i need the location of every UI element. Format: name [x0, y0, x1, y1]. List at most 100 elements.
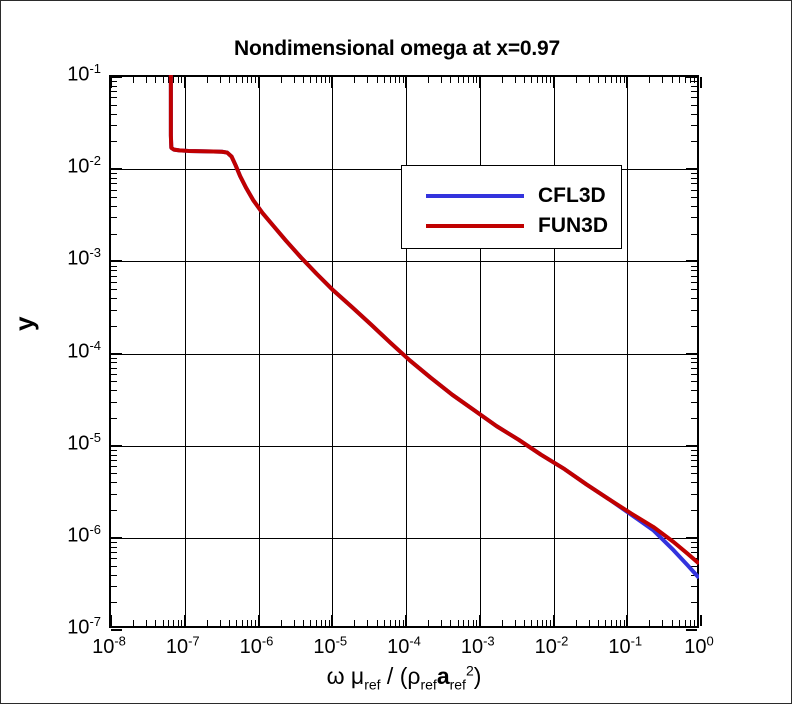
y-axis-minor-tick: [691, 493, 697, 495]
x-axis-minor-tick: [537, 77, 539, 83]
y-axis-minor-tick: [691, 217, 697, 219]
y-axis-major-tick: [111, 536, 122, 539]
gridline-vertical: [258, 77, 260, 626]
x-axis-minor-tick: [620, 620, 622, 626]
series-line-cfl3d: [168, 75, 699, 580]
x-axis-minor-tick: [398, 620, 400, 626]
x-axis-minor-tick: [597, 620, 599, 626]
x-axis-minor-tick: [389, 620, 391, 626]
x-axis-minor-tick: [649, 77, 651, 83]
x-axis-minor-tick: [531, 620, 533, 626]
x-title-rho: ρ: [407, 663, 421, 689]
y-axis-minor-tick: [111, 449, 117, 451]
y-axis-minor-tick: [111, 217, 117, 219]
x-axis-minor-tick: [394, 77, 396, 83]
x-axis-minor-tick: [524, 77, 526, 83]
y-axis-major-tick: [686, 629, 697, 631]
x-axis-minor-tick: [367, 620, 369, 626]
x-axis-minor-tick: [472, 77, 474, 83]
x-axis-minor-tick: [367, 77, 369, 83]
x-axis-minor-tick: [605, 620, 607, 626]
x-axis-minor-tick: [229, 77, 231, 83]
gridline-vertical: [479, 77, 481, 626]
x-axis-minor-tick: [550, 77, 552, 83]
y-axis-minor-tick: [111, 275, 117, 277]
y-axis-tick-label: 10-4: [67, 337, 101, 362]
y-axis-minor-tick: [691, 466, 697, 468]
x-axis-minor-tick: [476, 620, 478, 626]
x-axis-minor-tick: [133, 77, 135, 83]
x-axis-minor-tick: [251, 620, 253, 626]
y-axis-minor-tick: [691, 449, 697, 451]
x-axis-tick-label: 10-2: [534, 633, 569, 658]
y-axis-minor-tick: [111, 178, 117, 180]
x-axis-minor-tick: [251, 77, 253, 83]
x-axis-minor-tick: [588, 620, 590, 626]
y-axis-minor-tick: [691, 325, 697, 327]
x-axis-minor-tick: [181, 77, 183, 83]
y-axis-minor-tick: [691, 196, 697, 198]
x-axis-title: ω μref / (ρrefaref2): [109, 663, 699, 692]
x-axis-minor-tick: [247, 77, 249, 83]
x-axis-minor-tick: [376, 620, 378, 626]
x-axis-tick-label: 10-1: [608, 633, 643, 658]
x-axis-minor-tick: [328, 620, 330, 626]
x-axis-minor-tick: [537, 620, 539, 626]
y-axis-minor-tick: [691, 189, 697, 191]
y-axis-minor-tick: [111, 325, 117, 327]
x-axis-minor-tick: [671, 620, 673, 626]
y-axis-minor-tick: [691, 113, 697, 115]
y-axis-minor-tick: [111, 574, 117, 576]
x-axis-major-tick: [552, 615, 555, 626]
y-axis-minor-tick: [111, 233, 117, 235]
y-axis-major-tick: [686, 76, 697, 78]
x-axis-minor-tick: [325, 620, 327, 626]
y-axis-minor-tick: [691, 125, 697, 127]
x-axis-major-tick: [478, 77, 481, 88]
legend-label: CFL3D: [538, 184, 606, 207]
x-axis-minor-tick: [441, 77, 443, 83]
x-axis-minor-tick: [550, 620, 552, 626]
x-axis-minor-tick: [623, 620, 625, 626]
x-axis-minor-tick: [133, 620, 135, 626]
y-axis-minor-tick: [691, 542, 697, 544]
y-axis-minor-tick: [691, 281, 697, 283]
legend-color-swatch: [426, 194, 524, 198]
x-axis-minor-tick: [623, 77, 625, 83]
y-axis-minor-tick: [111, 510, 117, 512]
x-axis-minor-tick: [206, 77, 208, 83]
y-axis-minor-tick: [691, 173, 697, 175]
y-axis-major-tick: [111, 629, 122, 631]
y-axis-tick-label: 10-7: [67, 613, 101, 639]
x-axis-major-tick: [478, 615, 481, 626]
x-axis-minor-tick: [354, 620, 356, 626]
x-axis-minor-tick: [450, 77, 452, 83]
y-axis-minor-tick: [111, 552, 117, 554]
x-axis-major-tick: [405, 615, 407, 626]
x-axis-major-tick: [110, 615, 112, 626]
y-axis-major-tick: [686, 536, 697, 539]
y-axis-tick-label: 10-1: [67, 60, 101, 86]
y-axis-minor-tick: [111, 602, 117, 604]
x-axis-tick-label: 10-5: [313, 633, 348, 658]
x-axis-minor-tick: [605, 77, 607, 83]
x-axis-minor-tick: [320, 620, 322, 626]
y-axis-minor-tick: [111, 466, 117, 468]
x-title-slash: / (: [386, 663, 408, 689]
y-axis-minor-tick: [111, 141, 117, 143]
x-axis-minor-tick: [457, 77, 459, 83]
gridline-vertical: [406, 77, 407, 626]
x-axis-minor-tick: [383, 77, 385, 83]
y-axis-minor-tick: [691, 289, 697, 291]
x-axis-minor-tick: [242, 620, 244, 626]
y-axis-minor-tick: [111, 381, 117, 383]
y-axis-minor-tick: [111, 401, 117, 403]
x-axis-minor-tick: [678, 620, 680, 626]
x-axis-minor-tick: [242, 77, 244, 83]
x-axis-minor-tick: [531, 77, 533, 83]
y-axis-minor-tick: [691, 91, 697, 93]
x-axis-minor-tick: [280, 620, 282, 626]
y-axis-major-tick: [686, 260, 697, 263]
x-axis-major-tick: [552, 77, 555, 88]
